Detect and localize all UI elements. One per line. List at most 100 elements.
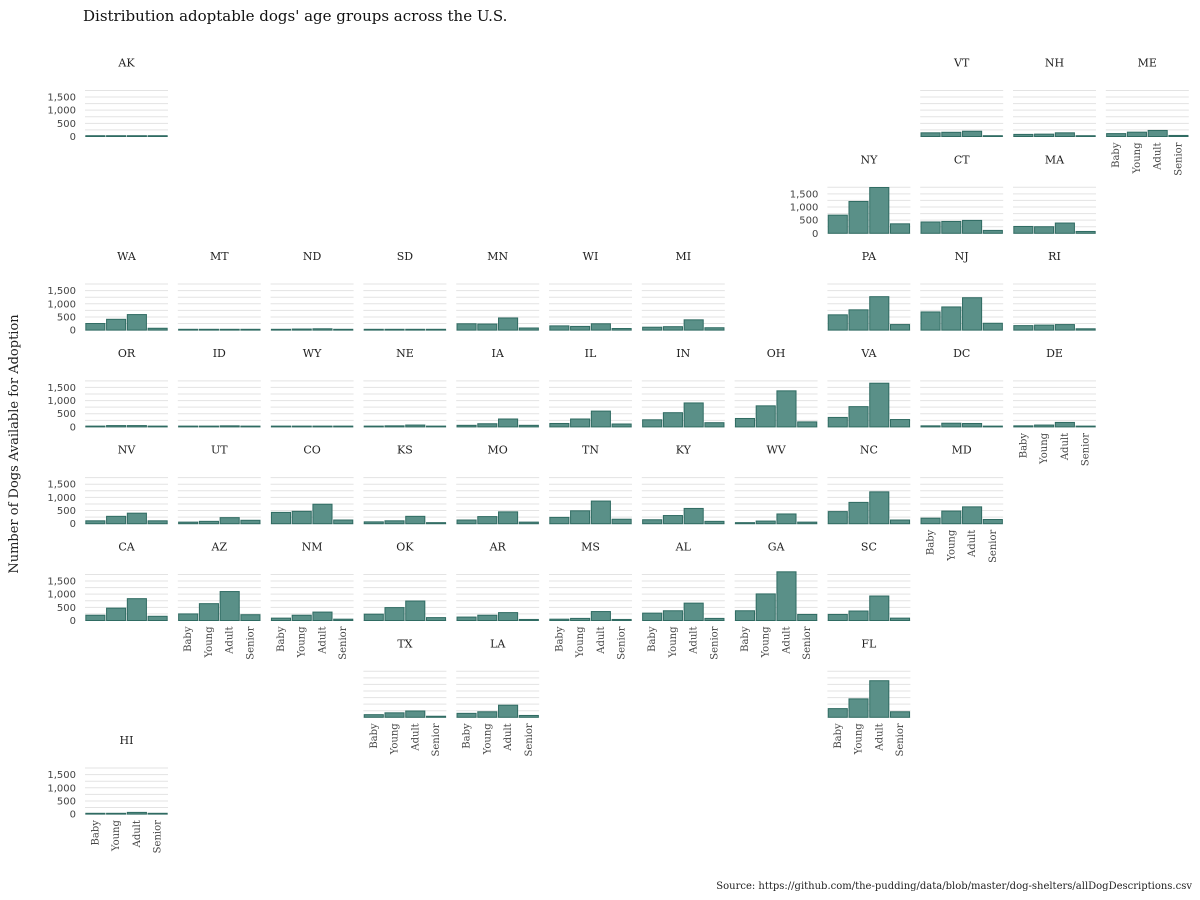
bar-senior [240,425,261,428]
panel-title: WV [766,444,786,457]
x-tick-label: Senior [709,626,720,659]
x-tick-label: Adult [410,723,421,751]
panel-ny: NY 0 500 1,000 1,500 [790,153,911,240]
x-tick-label: Young [946,529,957,562]
bar-senior [518,521,539,525]
bar-adult [869,491,890,525]
bar-senior [333,425,354,428]
x-tick-label: Baby [926,529,937,555]
bar-senior [611,518,632,525]
panel-title: TN [582,444,599,457]
x-tick-label: Adult [596,627,607,655]
x-tick-label: Young [390,723,401,756]
bar-baby [456,616,477,621]
bar-adult [869,382,890,428]
bar-senior [147,615,168,622]
panel-pa: PA [827,250,911,331]
bar-young [941,131,962,138]
panel-title: AL [675,541,692,554]
x-tick-label: Baby [90,820,101,846]
panel-id: ID [177,347,261,428]
y-tick-label: 1,000 [47,299,76,310]
bar-baby [642,519,663,525]
panel-title: DE [1046,347,1063,360]
bar-young [1034,133,1055,137]
bar-senior [889,617,911,622]
bar-young [384,425,405,428]
bar-young [848,698,869,718]
panel-title: DC [953,347,970,360]
x-tick-label: Baby [276,626,287,652]
bar-adult [405,600,426,621]
bar-senior [1075,328,1096,331]
panel-title: MN [487,250,508,263]
bar-baby [363,425,384,428]
y-tick-label: 1,500 [47,286,76,297]
bar-senior [889,519,911,525]
bar-baby [178,613,199,622]
bar-senior [982,518,1003,525]
x-tick-label: Young [854,723,865,756]
x-tick-label: Senior [338,626,349,659]
panel-fl: FL Baby Young Adult Senior [827,637,911,757]
panel-mn: MN [456,250,540,331]
y-tick-label: 1,000 [47,590,76,601]
bar-baby [1106,133,1127,138]
bar-baby [178,425,199,428]
bar-adult [1054,324,1075,331]
bar-adult [498,612,519,622]
bar-baby [827,613,848,622]
bar-young [198,328,219,331]
bar-senior [518,618,539,622]
panel-ut: UT [177,444,261,525]
panel-md: MD Baby Young Adult Senior [920,444,1004,563]
panel-az: AZ Baby Young Adult Senior [177,541,261,660]
chart-title: Distribution adoptable dogs' age groups … [83,7,507,25]
panel-title: NY [860,153,878,166]
bar-adult [312,425,333,428]
bar-adult [683,402,704,428]
panel-title: AZ [211,541,228,554]
x-tick-label: Adult [317,627,328,655]
bar-senior [240,519,261,525]
y-tick-label: 1,500 [790,189,819,200]
bar-adult [126,811,147,815]
bar-adult [219,425,240,428]
bar-young [291,510,312,525]
panel-title: LA [490,637,506,650]
panel-ma: MA [1013,153,1096,234]
bar-baby [549,422,570,428]
bar-adult [498,511,519,525]
bar-senior [797,521,818,525]
bar-senior [425,715,447,718]
bar-adult [312,328,333,331]
bar-senior [147,812,168,815]
panel-title: NH [1045,57,1064,70]
bar-baby [456,712,477,718]
bar-baby [920,517,941,525]
bar-senior [518,714,539,718]
x-tick-label: Young [575,626,586,659]
panel-title: VT [953,57,970,70]
panel-title: MI [675,250,691,263]
x-tick-label: Young [668,626,679,659]
bar-adult [219,517,240,525]
bar-baby [549,325,570,331]
panel-tx: TX Baby Young Adult Senior [363,637,447,757]
x-tick-label: Adult [225,627,236,655]
bar-baby [363,328,384,331]
bar-adult [219,591,240,621]
bar-senior [797,613,818,622]
bar-adult [1054,421,1075,428]
bar-young [291,425,312,428]
panel-sc: SC [827,541,911,622]
panel-ks: KS [363,444,447,525]
y-tick-label: 1,500 [47,93,76,104]
bar-adult [590,500,611,525]
bar-baby [734,522,756,525]
panel-title: PA [862,250,877,263]
bar-young [477,614,498,621]
panel-ar: AR [456,541,540,622]
bar-senior [147,520,168,525]
bar-young [198,425,219,428]
